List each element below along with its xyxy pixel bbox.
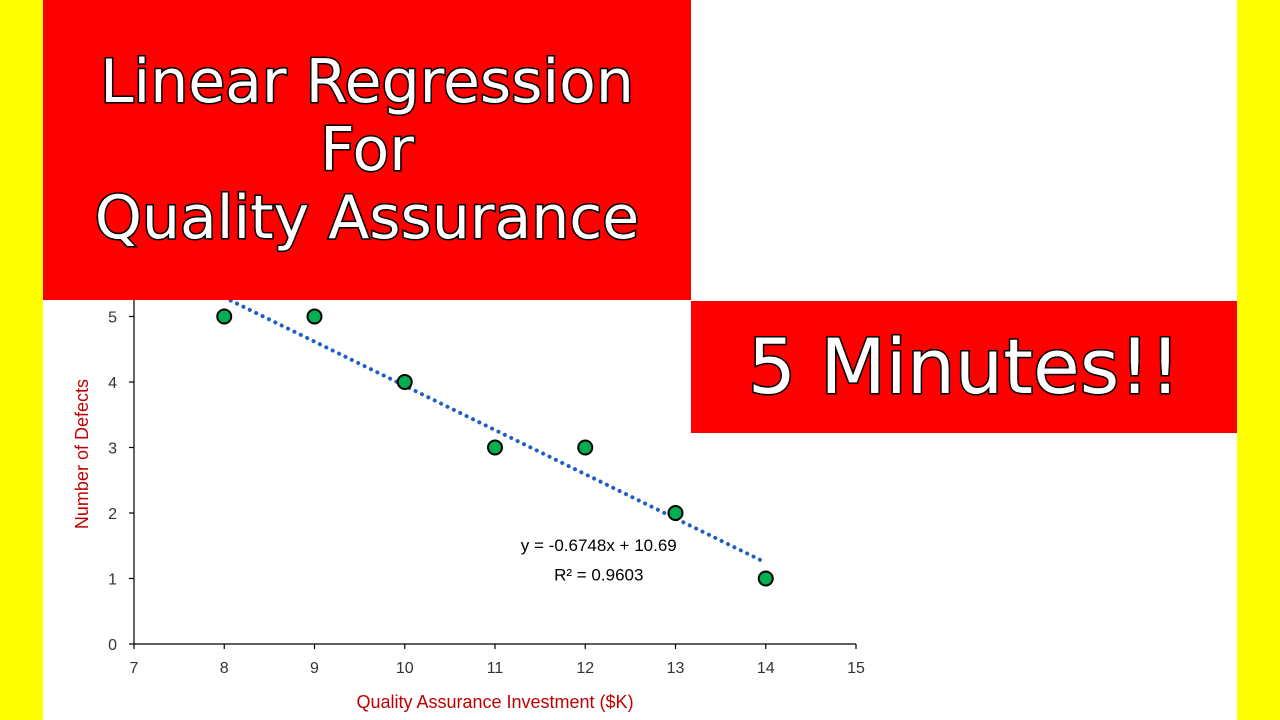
y-tick-label: 1 <box>108 572 117 589</box>
x-tick-label: 7 <box>130 660 139 677</box>
data-point <box>216 308 233 325</box>
x-axis-title: Quality Assurance Investment ($K) <box>356 692 633 712</box>
data-points <box>216 308 774 587</box>
x-tick-label: 9 <box>310 660 319 677</box>
r-squared-label: R² = 0.9603 <box>554 565 643 584</box>
y-tick-label: 3 <box>108 441 117 458</box>
duration-banner: 5 Minutes!! <box>691 301 1237 433</box>
x-tick-label: 15 <box>847 660 865 677</box>
y-tick-label: 0 <box>108 637 117 654</box>
title-line-3: Quality Assurance <box>93 183 640 253</box>
x-tick-label: 10 <box>396 660 414 677</box>
duration-text: 5 Minutes!! <box>746 322 1182 411</box>
title-line-1: Linear Regression <box>99 47 636 117</box>
equation-label: y = -0.6748x + 10.69 <box>521 536 677 555</box>
title-line-2: For <box>319 115 416 185</box>
x-tick-labels: 7 8 9 10 11 12 13 14 15 <box>130 644 865 677</box>
y-tick-label: 5 <box>108 310 117 327</box>
x-tick-label: 8 <box>220 660 229 677</box>
x-tick-label: 14 <box>757 660 775 677</box>
data-point <box>757 570 774 587</box>
x-tick-label: 13 <box>667 660 685 677</box>
data-point <box>487 439 503 456</box>
x-tick-label: 11 <box>487 660 504 677</box>
data-point <box>396 374 413 390</box>
data-point <box>306 308 323 325</box>
y-tick-label: 4 <box>108 375 117 392</box>
data-point <box>667 505 684 521</box>
y-axis-title: Number of Defects <box>72 379 92 529</box>
y-tick-labels: 0 1 2 3 4 5 <box>108 310 134 654</box>
y-tick-label: 2 <box>108 506 117 523</box>
trendline <box>222 295 768 565</box>
title-banner: Linear Regression For Quality Assurance <box>43 0 691 300</box>
data-point <box>577 439 594 456</box>
x-tick-label: 12 <box>576 660 594 677</box>
